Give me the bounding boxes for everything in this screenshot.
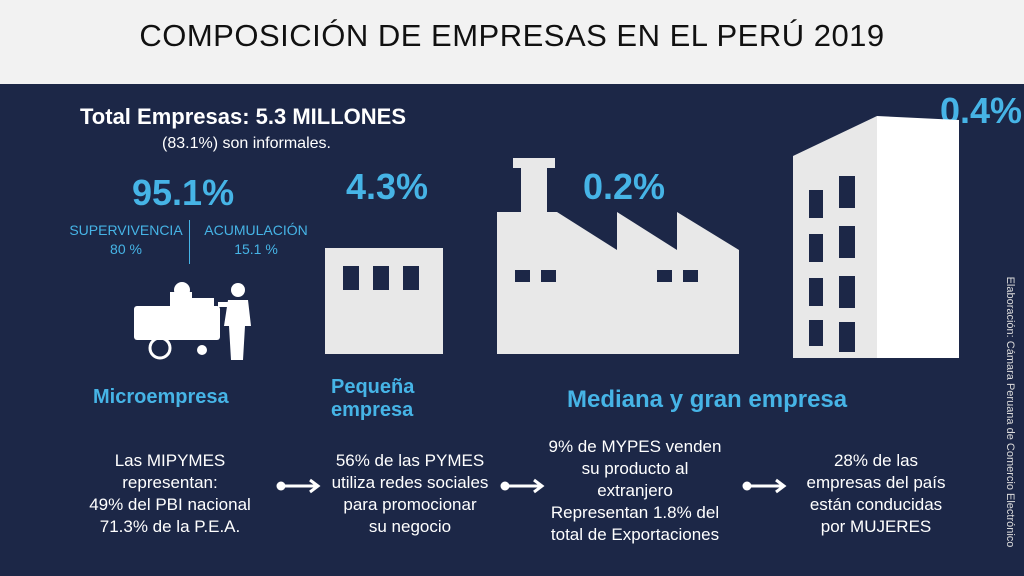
stat-divider xyxy=(189,220,190,264)
pequena-label: Pequeña empresa xyxy=(331,376,414,422)
acumulacion-stat: ACUMULACIÓN 15.1 % xyxy=(196,221,316,259)
credit-note: Elaboración: Cámara Peruana de Comercio … xyxy=(998,262,1022,562)
supervivencia-value: 80 % xyxy=(110,241,142,257)
worker-machine-icon xyxy=(134,282,251,360)
factory-icon xyxy=(497,158,739,354)
arrow-right-icon xyxy=(742,478,787,494)
supervivencia-label: SUPERVIVENCIA xyxy=(69,222,183,238)
fact-mujeres: 28% de las empresas del país están condu… xyxy=(806,451,946,536)
acumulacion-value: 15.1 % xyxy=(234,241,278,257)
pequena-label-line2: empresa xyxy=(331,399,414,421)
pequena-percentage: 4.3% xyxy=(346,166,429,207)
arrow-right-icon xyxy=(276,478,321,494)
micro-percentage: 95.1% xyxy=(132,172,235,213)
informal-share: (83.1%) son informales. xyxy=(162,135,331,152)
mediana-percentage: 0.2% xyxy=(583,166,666,207)
fact-mypes: 9% de MYPES venden su producto al extran… xyxy=(548,437,722,544)
small-building-icon xyxy=(325,248,443,354)
mediana-grande-label: Mediana y gran empresa xyxy=(567,386,848,413)
page-title: COMPOSICIÓN DE EMPRESAS EN EL PERÚ 2019 xyxy=(139,18,885,53)
acumulacion-label: ACUMULACIÓN xyxy=(204,222,308,238)
supervivencia-stat: SUPERVIVENCIA 80 % xyxy=(66,221,186,259)
title-bar: COMPOSICIÓN DE EMPRESAS EN EL PERÚ 2019 xyxy=(0,0,1024,84)
tall-building-icon xyxy=(793,116,959,358)
infographic-panel: Total Empresas: 5.3 MILLONES (83.1%) son… xyxy=(0,84,1024,576)
arrow-right-icon xyxy=(500,478,545,494)
total-companies: Total Empresas: 5.3 MILLONES xyxy=(80,104,407,129)
fact-mipymes: Las MIPYMES representan: 49% del PBI nac… xyxy=(89,451,251,536)
fact-pymes: 56% de las PYMES utiliza redes sociales … xyxy=(331,451,489,536)
pequena-label-line1: Pequeña xyxy=(331,376,415,398)
micro-label: Microempresa xyxy=(93,386,229,408)
credit-text: Elaboración: Cámara Peruana de Comercio … xyxy=(1004,276,1016,548)
